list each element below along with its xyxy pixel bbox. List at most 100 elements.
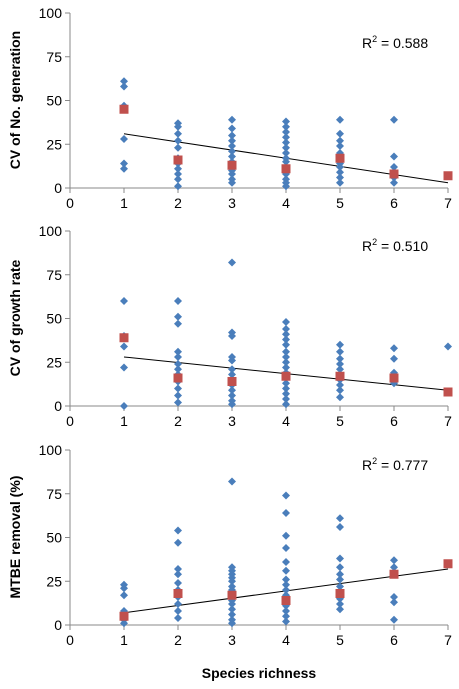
data-point [282, 149, 290, 157]
x-tick-label: 1 [120, 195, 128, 211]
x-tick-label: 5 [336, 413, 344, 429]
x-tick-label: 1 [120, 413, 128, 429]
data-point [336, 554, 344, 563]
mean-marker [281, 164, 291, 174]
x-tick-label: 0 [66, 632, 74, 648]
data-point [282, 379, 290, 388]
y-tick-label: 75 [46, 267, 62, 283]
data-point [228, 147, 236, 156]
data-point [390, 178, 398, 187]
data-point [336, 393, 344, 402]
data-point [282, 330, 290, 339]
data-point [174, 143, 182, 152]
data-point [174, 565, 182, 573]
mean-markers [119, 104, 453, 181]
data-point [228, 356, 236, 365]
y-tick-label: 100 [39, 442, 63, 458]
x-tick-label: 6 [390, 632, 398, 648]
data-points [120, 477, 452, 628]
mean-markers [119, 559, 453, 621]
y-tick-label: 0 [54, 617, 62, 633]
data-point [282, 395, 290, 403]
data-point [390, 152, 398, 161]
data-points [120, 258, 452, 410]
data-point [282, 335, 290, 344]
data-point [282, 558, 290, 566]
data-point [282, 157, 290, 166]
data-point [282, 389, 290, 398]
data-point [282, 544, 290, 552]
data-point [228, 124, 236, 133]
data-point [228, 178, 236, 187]
data-point [444, 342, 452, 351]
mean-marker [281, 596, 291, 605]
mean-marker [173, 155, 183, 165]
mean-marker [281, 371, 291, 381]
data-point [282, 325, 290, 333]
data-point [228, 610, 236, 619]
data-points [120, 77, 452, 191]
x-tick-label: 7 [444, 413, 452, 429]
data-point [174, 175, 182, 184]
data-point [336, 570, 344, 579]
mean-marker [443, 559, 453, 569]
data-point [174, 607, 182, 615]
data-point [174, 398, 182, 407]
data-point [120, 164, 128, 173]
data-point [390, 354, 398, 363]
x-tick-label: 4 [282, 632, 290, 648]
mean-marker [119, 333, 129, 343]
x-tick-label: 7 [444, 632, 452, 648]
data-point [174, 347, 182, 356]
r-squared-label: R2 = 0.777 [362, 456, 428, 473]
data-point [336, 386, 344, 395]
mean-marker [227, 377, 237, 386]
data-point [336, 115, 344, 124]
data-point [174, 614, 182, 622]
y-tick-label: 50 [46, 311, 62, 327]
data-point [228, 386, 236, 395]
r-squared-label: R2 = 0.510 [362, 237, 428, 254]
data-point [174, 391, 182, 400]
mean-marker [227, 160, 237, 170]
data-point [282, 580, 290, 589]
data-point [228, 332, 236, 340]
data-point [282, 509, 290, 517]
data-point [120, 159, 128, 168]
data-point [228, 365, 236, 374]
data-point [282, 318, 290, 326]
y-axis-label: CV of growth rate [7, 259, 23, 376]
y-tick-label: 25 [46, 573, 62, 589]
x-tick-label: 4 [282, 413, 290, 429]
data-point [336, 514, 344, 523]
x-tick-label: 0 [66, 413, 74, 429]
y-tick-label: 100 [39, 223, 63, 239]
data-point [390, 115, 398, 124]
mean-marker [335, 589, 345, 598]
x-tick-label: 3 [228, 195, 236, 211]
data-point [228, 577, 236, 586]
data-point [174, 384, 182, 393]
data-point [228, 136, 236, 145]
data-point [282, 384, 290, 393]
data-point [228, 142, 236, 150]
data-point [282, 566, 290, 575]
data-point [120, 82, 128, 91]
mean-marker [119, 104, 129, 114]
data-point [336, 136, 344, 145]
data-point [174, 600, 182, 608]
data-point [390, 563, 398, 572]
data-point [174, 319, 182, 328]
data-point [336, 347, 344, 356]
data-point [174, 129, 182, 138]
data-point [336, 563, 344, 572]
x-tick-label: 5 [336, 632, 344, 648]
r-squared-label: R2 = 0.588 [362, 34, 428, 51]
mean-marker [335, 371, 345, 381]
data-point [336, 605, 344, 614]
data-point [282, 128, 290, 136]
data-point [282, 586, 290, 594]
data-point [282, 531, 290, 540]
data-point [174, 360, 182, 368]
mean-marker [119, 611, 129, 621]
